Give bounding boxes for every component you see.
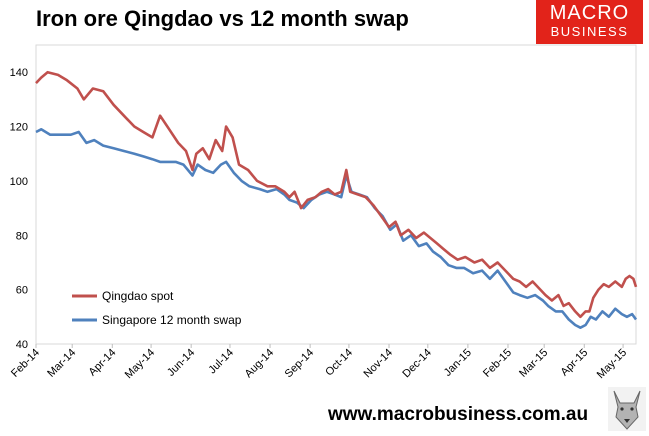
x-tick-label: Apr-14	[87, 347, 119, 379]
x-tick-label: Feb-14	[9, 347, 42, 380]
chart-legend: Qingdao spot Singapore 12 month swap	[72, 289, 242, 327]
x-tick-label: Jun-14	[165, 347, 197, 379]
logo-line-business: BUSINESS	[550, 24, 629, 39]
legend-label-qingdao: Qingdao spot	[102, 289, 174, 303]
x-tick-label: Dec-14	[400, 347, 434, 381]
x-tick-label: May-15	[595, 347, 629, 381]
x-tick-label: Oct-14	[323, 347, 355, 379]
y-tick-label: 80	[16, 230, 28, 242]
x-tick-label: Apr-15	[559, 347, 591, 379]
y-tick-label: 60	[16, 285, 28, 297]
wolf-icon	[608, 387, 646, 431]
x-tick-label: Nov-14	[362, 347, 396, 381]
y-tick-label: 100	[10, 176, 28, 188]
x-tick-label: Mar-15	[517, 347, 550, 380]
series-line-qingdao-spot	[35, 70, 638, 319]
x-tick-label: Jan-15	[442, 347, 474, 379]
y-tick-label: 40	[16, 339, 28, 351]
y-tick-label: 140	[10, 67, 28, 79]
footer-url[interactable]: www.macrobusiness.com.au	[328, 404, 589, 425]
chart-title: Iron ore Qingdao vs 12 month swap	[36, 6, 409, 31]
x-tick-label: Aug-14	[243, 347, 277, 381]
series-layer	[35, 70, 638, 329]
x-tick-label: Mar-14	[45, 347, 78, 380]
logo-line-macro: MACRO	[549, 2, 630, 24]
legend-label-singapore: Singapore 12 month swap	[102, 313, 242, 327]
x-tick-label: Sep-14	[283, 347, 317, 381]
macrobusiness-logo[interactable]: MACRO BUSINESS	[536, 0, 643, 44]
x-tick-label: Jul-14	[206, 347, 236, 377]
x-tick-label: May-14	[123, 347, 157, 381]
y-tick-label: 120	[10, 122, 28, 134]
x-tick-label: Feb-15	[481, 347, 514, 380]
